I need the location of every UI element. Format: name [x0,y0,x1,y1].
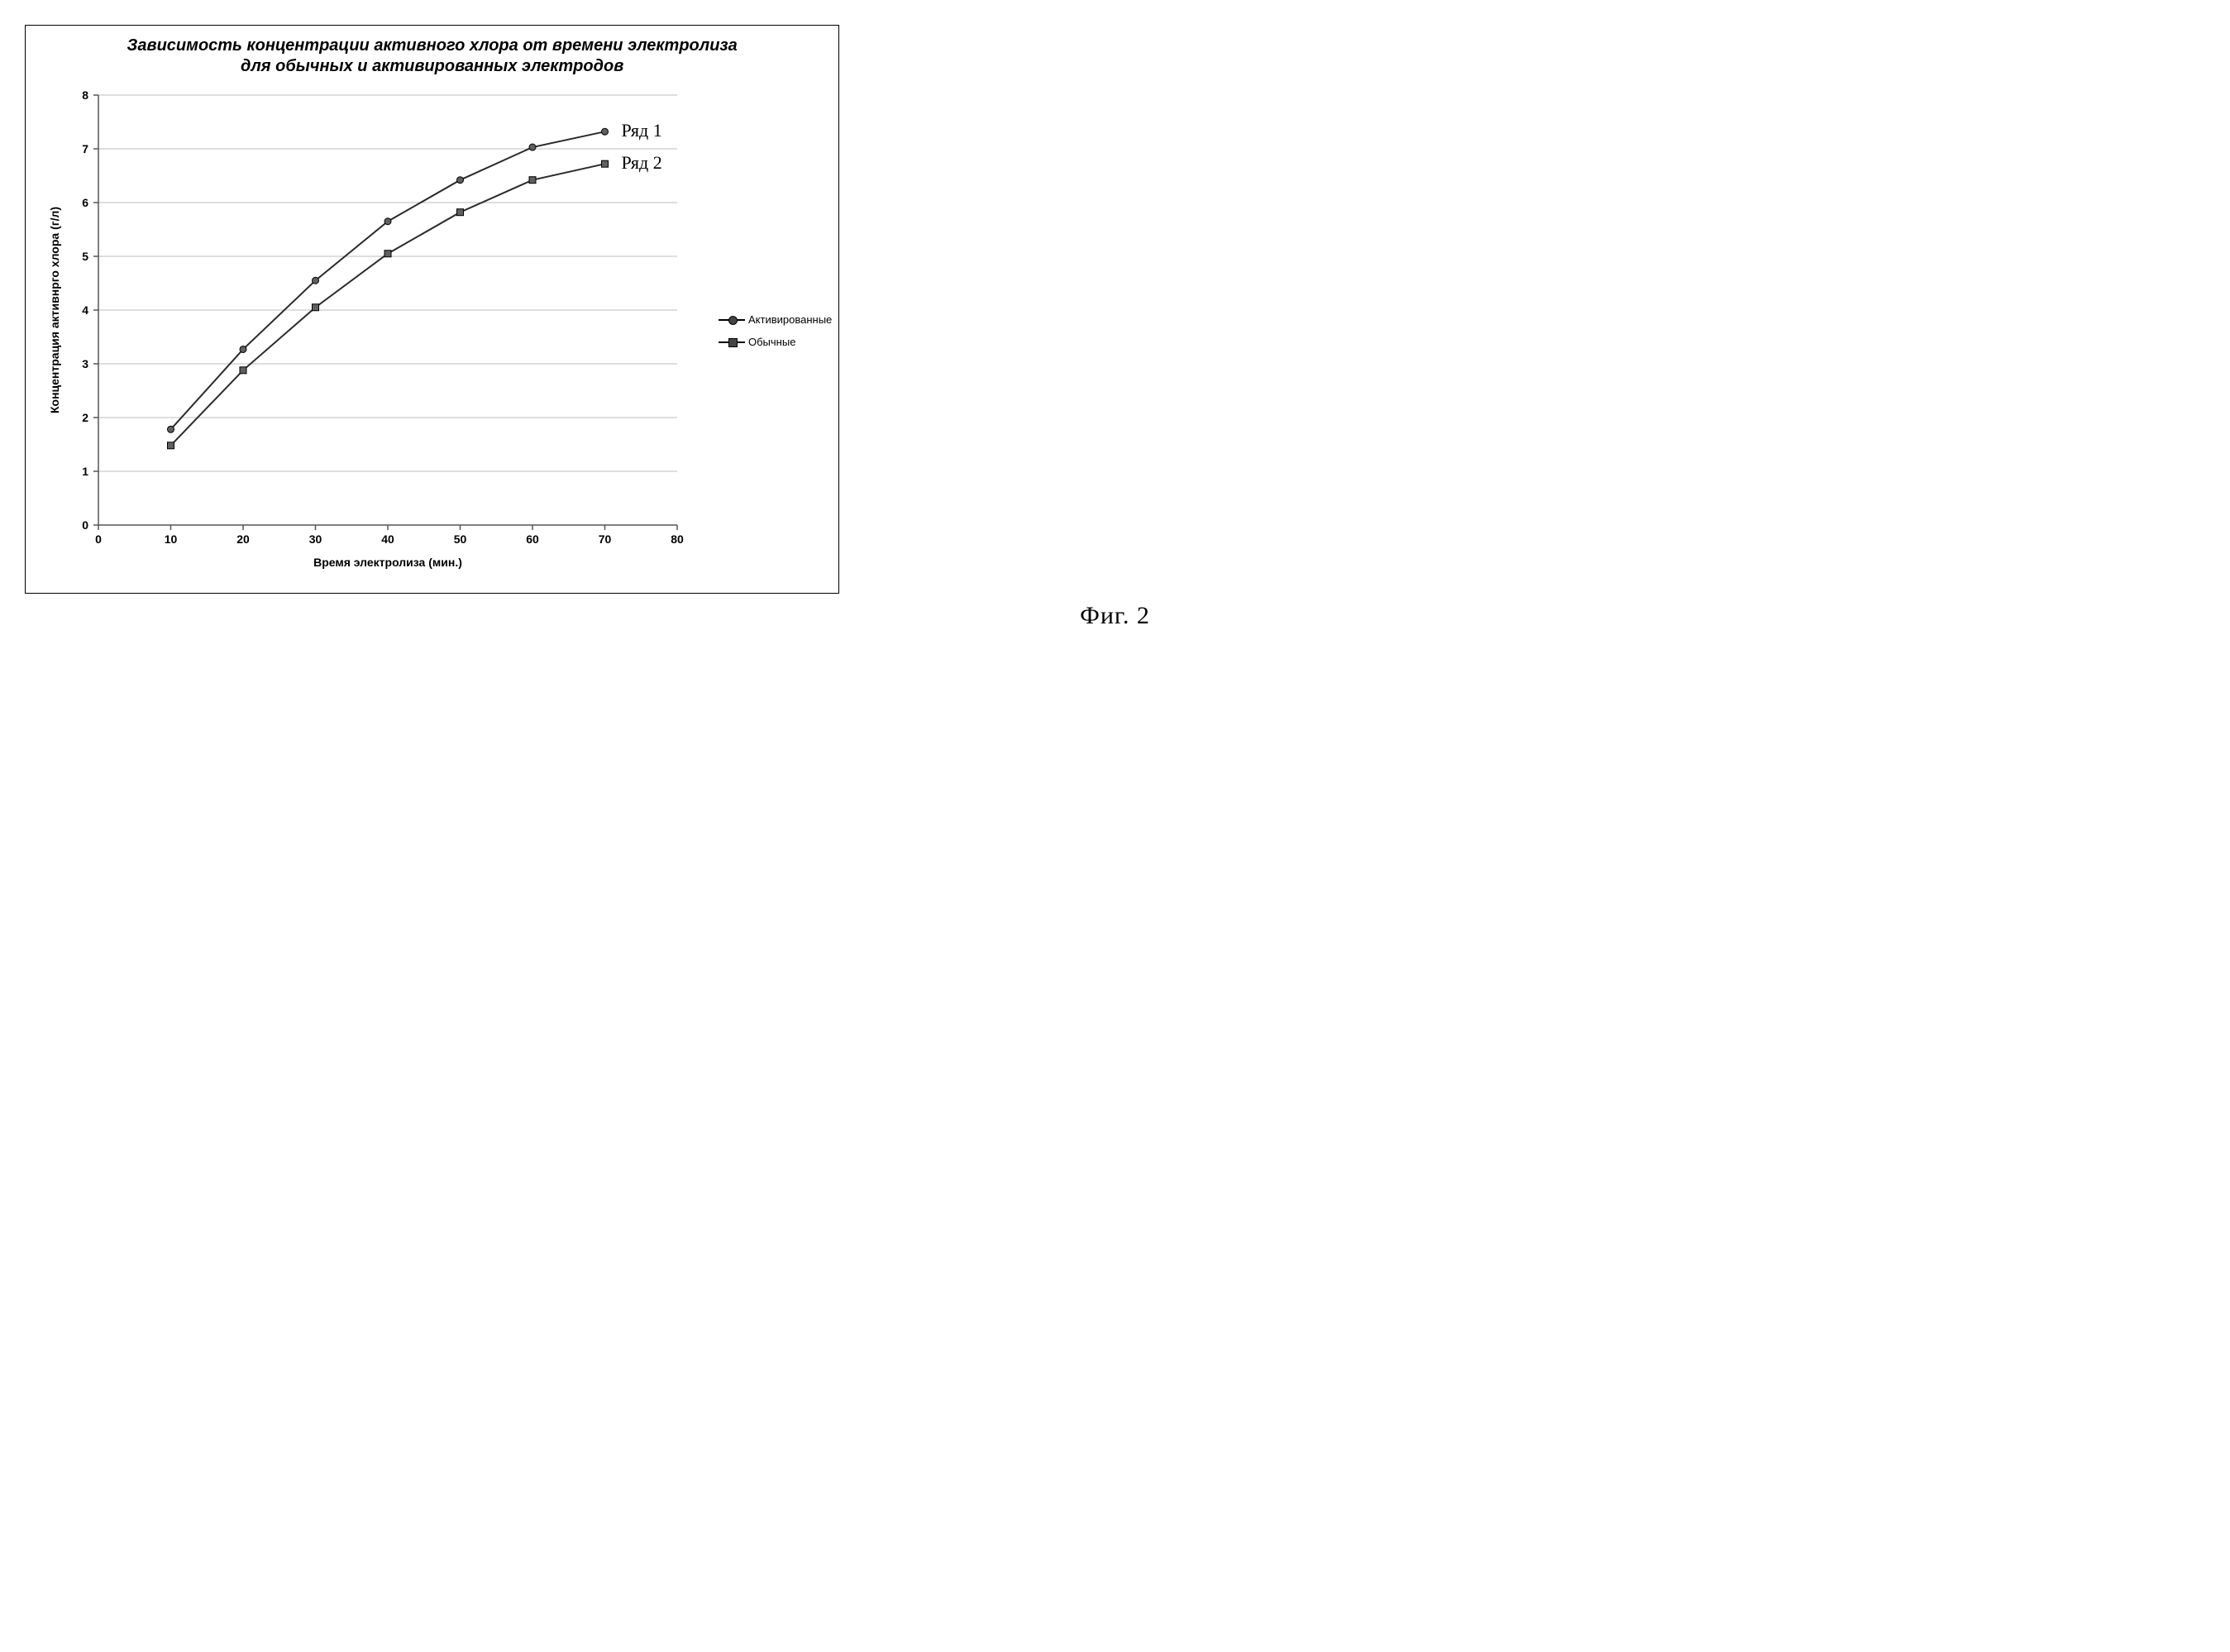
x-tick-label: 80 [671,532,684,546]
series-marker [529,144,536,150]
legend-label: Активированные [748,313,832,326]
x-tick-label: 70 [599,532,612,546]
chart-container: Зависимость концентрации активного хлора… [25,25,839,594]
x-tick-label: 10 [165,532,178,546]
y-tick-label: 0 [82,518,88,532]
series-marker [313,277,319,284]
legend-label: Обычные [748,336,795,348]
line-chart: 0 10 20 30 40 50 60 70 80 0 1 2 3 4 5 6 7 8 Время электрол… [32,79,710,583]
y-tick-label: 3 [82,357,88,370]
x-tick-label: 50 [454,532,467,546]
x-tick-label: 20 [236,532,250,546]
square-marker-icon [719,337,745,348]
y-axis-label: Концентрация активнрго хлора (г/л) [48,207,61,413]
series-marker [313,304,319,311]
series-end-label-1: Ряд 1 [622,120,662,141]
series-marker [602,160,609,167]
chart-title-line2: для обычных и активированных электродов [241,57,623,75]
series-marker [168,442,174,449]
series-marker [457,209,464,216]
series-marker [240,346,246,352]
figure-caption: Фиг. 2 [25,602,2205,630]
chart-title-line1: Зависимость концентрации активного хлора… [127,36,738,55]
series-marker [384,218,391,225]
legend-entry: Активированные [719,313,832,326]
y-tick-label: 2 [82,411,88,424]
series-marker [602,128,609,135]
series-marker [384,251,391,257]
series-marker [529,177,536,184]
x-tick-label: 60 [526,532,539,546]
x-tick-label: 0 [95,532,102,546]
series-marker [240,367,246,374]
legend-entry: Обычные [719,336,832,348]
x-axis-label: Время электролиза (мин.) [313,556,462,569]
y-tick-label: 7 [82,142,88,155]
y-tick-label: 8 [82,88,88,102]
y-tick-label: 6 [82,196,88,209]
chart-title: Зависимость концентрации активного хлора… [127,36,738,77]
x-tick-label: 40 [381,532,394,546]
y-tick-label: 5 [82,250,88,263]
series-marker [168,426,174,432]
y-tick-label: 1 [82,465,88,478]
legend: Активированные Обычные [719,313,832,348]
circle-marker-icon [719,314,745,326]
x-tick-label: 30 [309,532,322,546]
series-end-label-2: Ряд 2 [622,152,662,173]
y-tick-label: 4 [82,303,88,317]
series-marker [457,177,464,184]
